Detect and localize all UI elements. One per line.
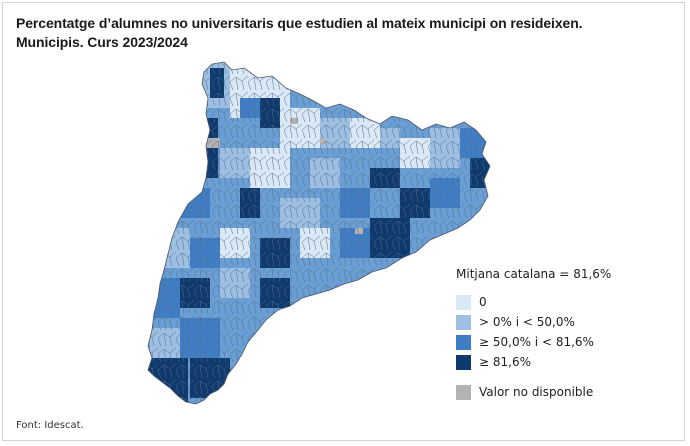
chart-title-line2: Municipis. Curs 2023/2024 — [16, 34, 188, 50]
legend-label: ≥ 50,0% i < 81,6% — [479, 335, 594, 349]
legend-swatch — [456, 354, 471, 370]
legend-item-over-81: ≥ 81,6% — [456, 352, 676, 372]
legend-swatch — [456, 294, 471, 310]
map-legend: Mitjana catalana = 81,6% 0 > 0% i < 50,0… — [456, 266, 676, 402]
legend-item-zero: 0 — [456, 292, 676, 312]
legend-item-under-50: > 0% i < 50,0% — [456, 312, 676, 332]
legend-swatch — [456, 334, 471, 350]
source-note: Font: Idescat. — [16, 420, 84, 431]
legend-label: Valor no disponible — [479, 385, 594, 399]
legend-swatch — [456, 314, 471, 330]
legend-label: > 0% i < 50,0% — [479, 315, 575, 329]
legend-label: 0 — [479, 295, 487, 309]
legend-item-not-available: Valor no disponible — [456, 382, 676, 402]
catalonia-municipalities-map — [147, 61, 491, 405]
legend-title: Mitjana catalana = 81,6% — [456, 267, 612, 281]
legend-label: ≥ 81,6% — [479, 355, 531, 369]
legend-swatch — [456, 384, 471, 400]
legend-item-50-to-81: ≥ 50,0% i < 81,6% — [456, 332, 676, 352]
chart-title-line1: Percentatge d’alumnes no universitaris q… — [16, 15, 583, 31]
chart-title: Percentatge d’alumnes no universitaris q… — [16, 14, 656, 52]
